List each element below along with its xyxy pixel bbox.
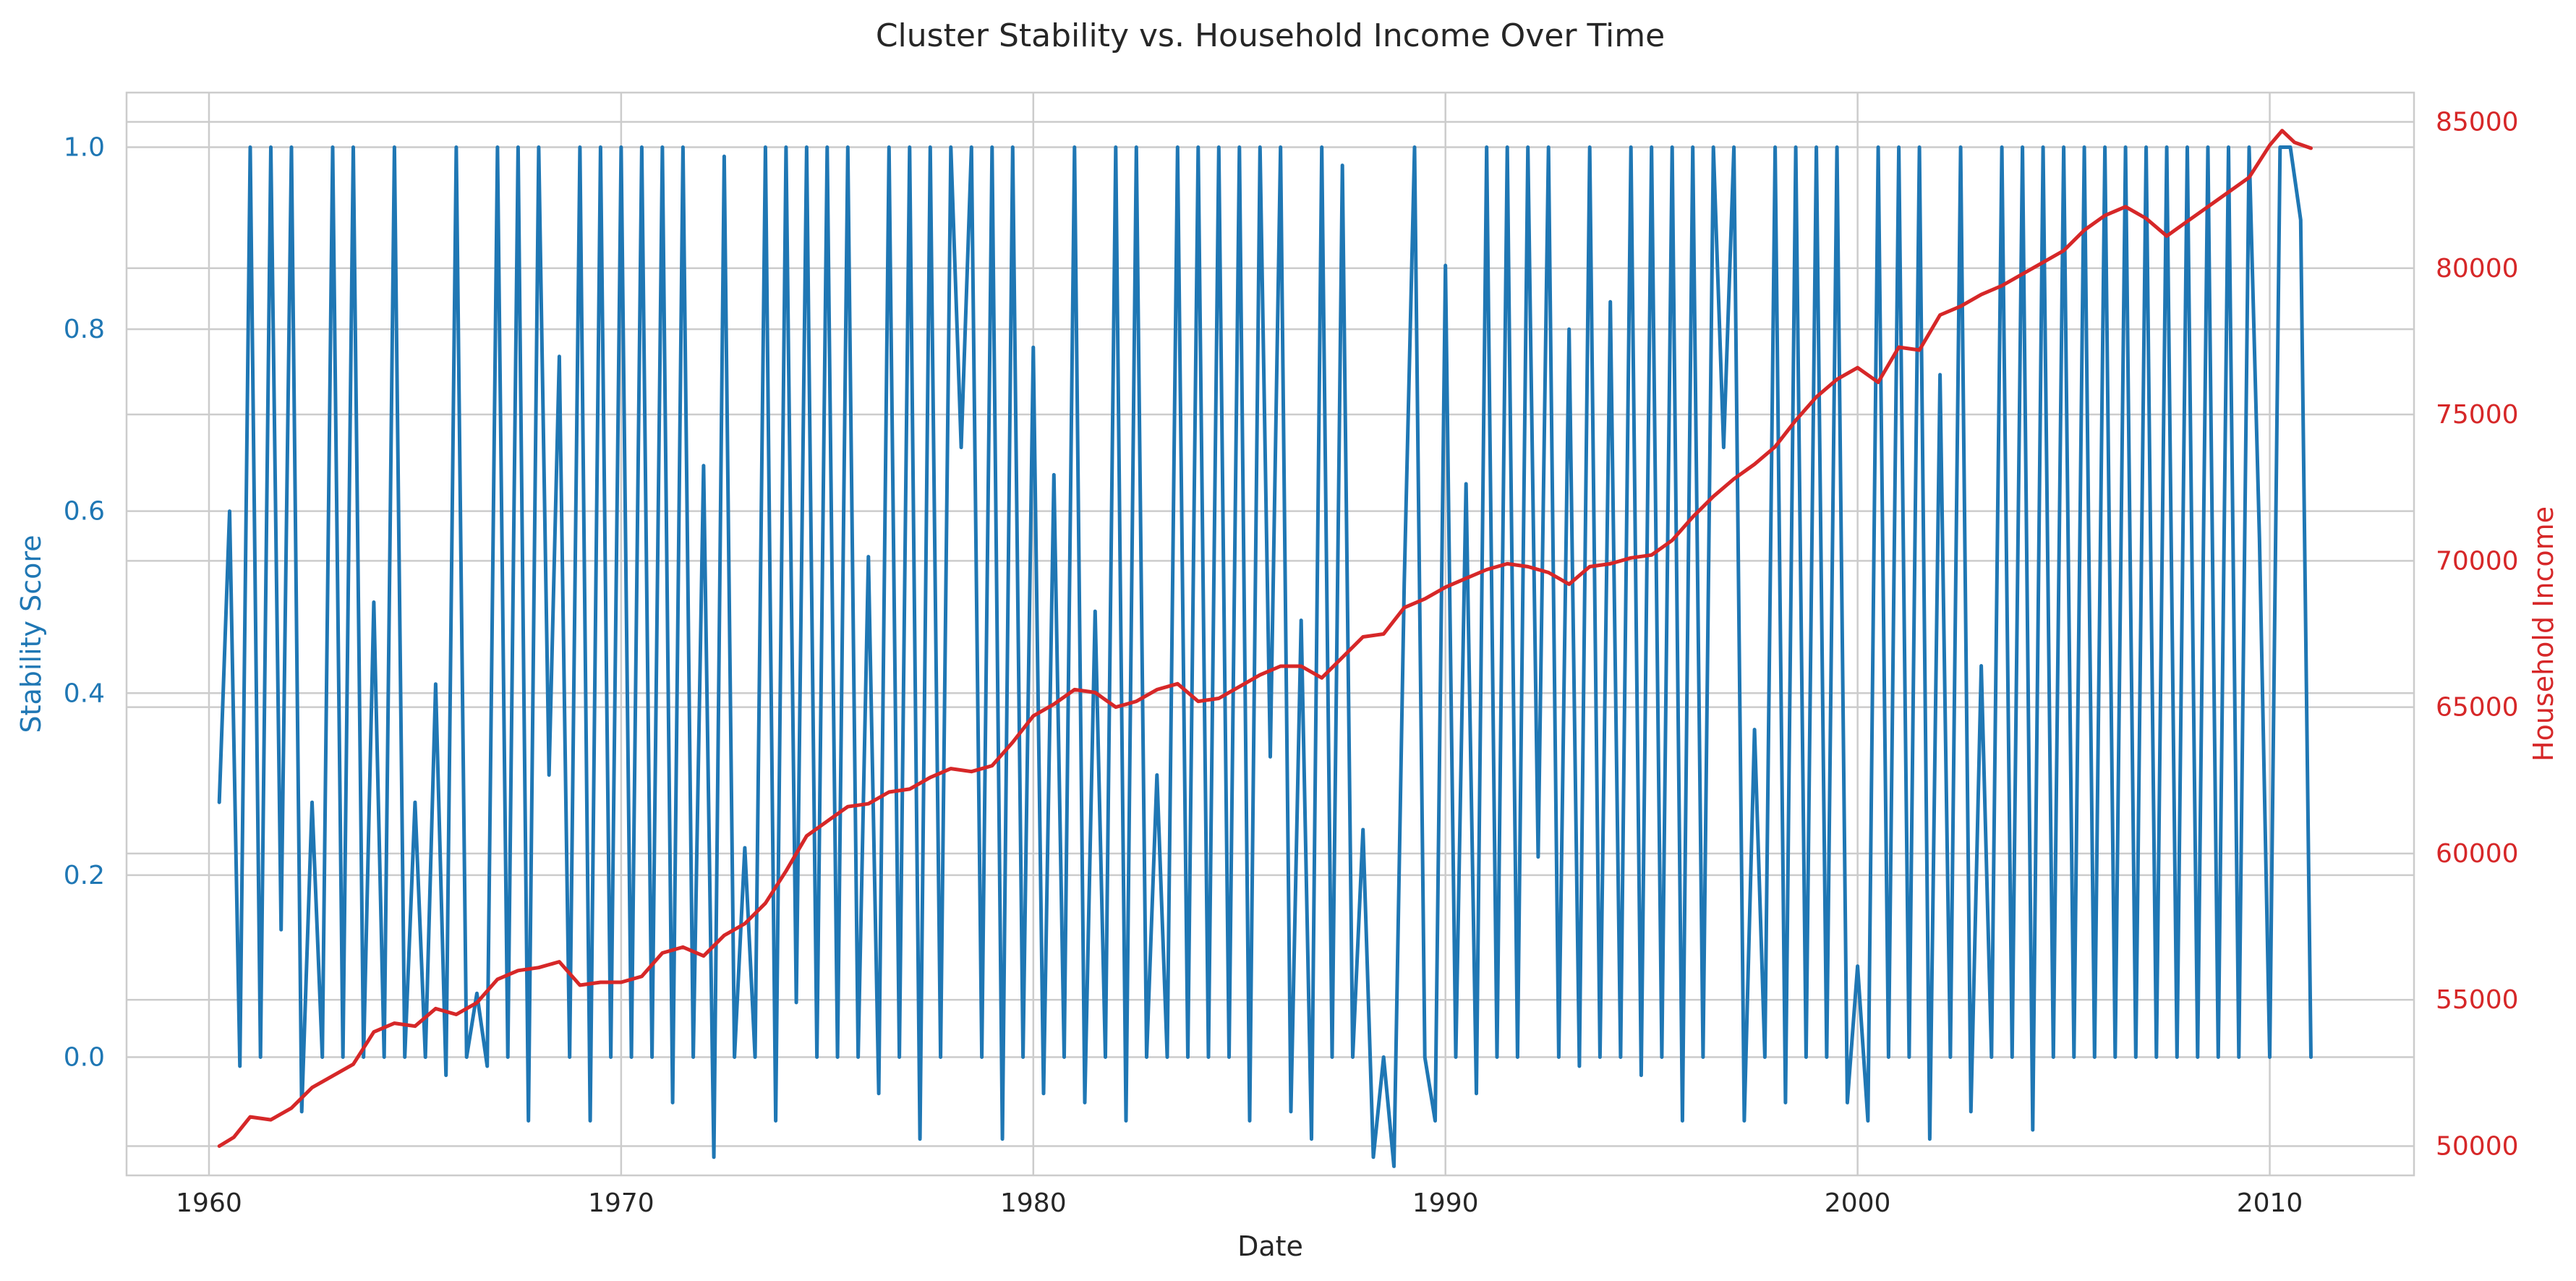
y-left-tick-label: 0.2: [64, 861, 105, 890]
x-tick-label: 1960: [176, 1188, 242, 1218]
y-right-tick-label: 55000: [2436, 985, 2519, 1015]
y-right-tick-label: 60000: [2436, 839, 2519, 869]
x-tick-label: 1980: [1000, 1188, 1067, 1218]
x-axis-title: Date: [1237, 1230, 1303, 1262]
y-right-tick-label: 70000: [2436, 546, 2519, 576]
plot-frame: [125, 91, 2415, 1177]
household-income-line: [217, 129, 2313, 1148]
stability-score-line: [217, 145, 2313, 1168]
tick-labels: 1960 1970 1980 1990 2000 2010 0.0 0.2 0.4 0.6 0.8 1…: [64, 107, 2519, 1218]
y-right-tick-label: 80000: [2436, 254, 2519, 284]
x-tick-label: 2010: [2237, 1188, 2303, 1218]
y-left-tick-label: 0.8: [64, 315, 105, 344]
series-layer: [217, 129, 2313, 1168]
y-left-tick-label: 0.0: [64, 1042, 105, 1072]
y-left-tick-label: 0.6: [64, 497, 105, 527]
x-tick-label: 2000: [1825, 1188, 1891, 1218]
y-right-tick-label: 65000: [2436, 693, 2519, 723]
y-right-tick-label: 75000: [2436, 400, 2519, 430]
y-left-axis-title: Stability Score: [15, 535, 47, 733]
y-left-tick-label: 1.0: [64, 132, 105, 162]
y-left-tick-label: 0.4: [64, 678, 105, 708]
chart-title: Cluster Stability vs. Household Income O…: [876, 17, 1665, 54]
x-tick-label: 1970: [588, 1188, 654, 1218]
y-right-axis-title: Household Income: [2528, 506, 2559, 762]
y-right-tick-label: 85000: [2436, 107, 2519, 137]
x-tick-label: 1990: [1412, 1188, 1479, 1218]
y-right-tick-label: 50000: [2436, 1132, 2519, 1162]
